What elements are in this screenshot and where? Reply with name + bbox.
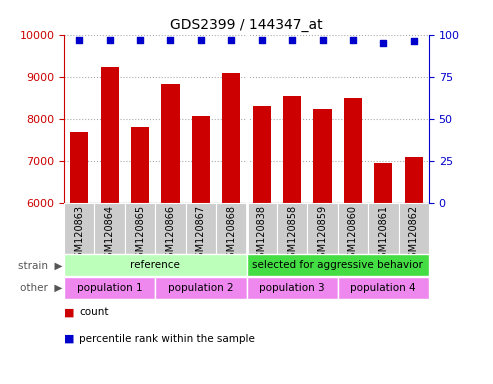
Text: GSM120862: GSM120862 (409, 205, 419, 265)
Bar (192, 116, 210, 203)
Point (197, 36, 205, 43)
Point (75, 36, 83, 43)
Text: percentile rank within the sample: percentile rank within the sample (79, 334, 255, 344)
Bar (246, 254, 429, 276)
Point (349, 36, 357, 43)
Text: GSM120865: GSM120865 (135, 205, 145, 265)
Text: other  ▶: other ▶ (20, 283, 62, 293)
Bar (95, 203, 125, 254)
Text: GSM120868: GSM120868 (226, 205, 236, 264)
Point (136, 36, 144, 43)
Text: ■: ■ (64, 334, 74, 344)
Bar (64, 254, 246, 276)
Text: GSM120864: GSM120864 (105, 205, 115, 264)
Bar (338, 277, 429, 299)
Text: GSM120858: GSM120858 (287, 205, 297, 265)
Text: GSM120861: GSM120861 (378, 205, 388, 264)
Bar (155, 277, 246, 299)
Bar (405, 157, 423, 203)
Bar (374, 163, 392, 203)
Text: GSM120838: GSM120838 (257, 205, 267, 264)
Point (410, 38, 418, 45)
Bar (283, 96, 301, 203)
Bar (307, 203, 338, 254)
Point (318, 36, 326, 43)
Text: population 1: population 1 (77, 283, 142, 293)
Text: population 2: population 2 (168, 283, 234, 293)
Text: population 4: population 4 (351, 283, 416, 293)
Bar (125, 203, 155, 254)
Bar (246, 277, 338, 299)
Bar (155, 203, 186, 254)
Text: GSM120866: GSM120866 (166, 205, 176, 264)
Bar (338, 203, 368, 254)
Bar (101, 67, 119, 203)
Text: reference: reference (130, 260, 180, 270)
Bar (70, 132, 88, 203)
Text: GSM120867: GSM120867 (196, 205, 206, 265)
Text: ■: ■ (64, 307, 74, 317)
Text: GSM120863: GSM120863 (74, 205, 84, 264)
Text: strain  ▶: strain ▶ (18, 260, 62, 270)
Bar (398, 203, 429, 254)
Bar (246, 203, 277, 254)
Point (380, 40, 387, 46)
Point (288, 36, 296, 43)
Text: population 3: population 3 (259, 283, 325, 293)
Bar (277, 203, 307, 254)
Bar (252, 106, 271, 203)
Text: selected for aggressive behavior: selected for aggressive behavior (252, 260, 423, 270)
Bar (64, 277, 155, 299)
Bar (368, 203, 398, 254)
Text: count: count (79, 307, 108, 317)
Point (106, 36, 113, 43)
Bar (344, 98, 362, 203)
Bar (64, 203, 95, 254)
Bar (161, 84, 179, 203)
Point (227, 36, 235, 43)
Bar (131, 127, 149, 203)
Bar (222, 73, 241, 203)
Title: GDS2399 / 144347_at: GDS2399 / 144347_at (170, 18, 323, 32)
Text: GSM120859: GSM120859 (317, 205, 327, 265)
Bar (186, 203, 216, 254)
Point (167, 36, 175, 43)
Bar (216, 203, 246, 254)
Point (258, 36, 266, 43)
Text: GSM120860: GSM120860 (348, 205, 358, 264)
Bar (314, 109, 332, 203)
